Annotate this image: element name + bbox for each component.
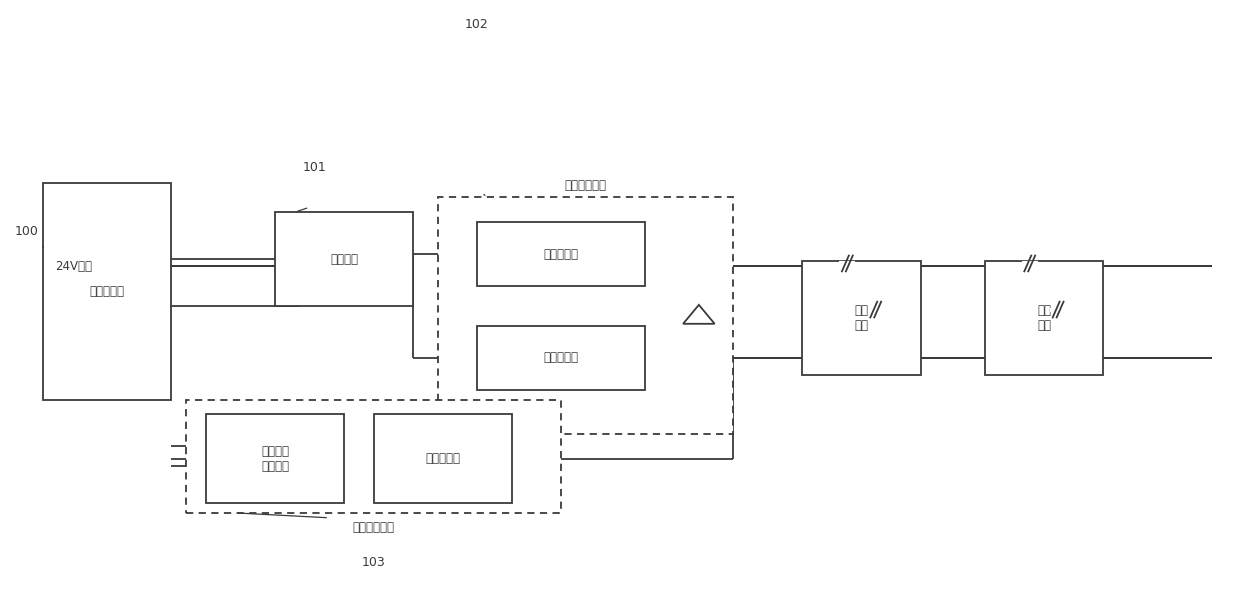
Text: 开关单元: 开关单元	[330, 252, 358, 265]
FancyBboxPatch shape	[477, 222, 645, 286]
FancyBboxPatch shape	[802, 261, 920, 375]
Text: 101: 101	[303, 161, 326, 174]
FancyBboxPatch shape	[186, 400, 560, 513]
Text: 输出调制单元: 输出调制单元	[564, 179, 606, 192]
FancyBboxPatch shape	[206, 414, 343, 503]
Text: 100: 100	[15, 225, 38, 238]
Text: 102: 102	[465, 18, 489, 31]
FancyBboxPatch shape	[985, 261, 1104, 375]
FancyBboxPatch shape	[477, 326, 645, 389]
Text: 主机控制器: 主机控制器	[89, 284, 125, 297]
FancyBboxPatch shape	[43, 183, 171, 400]
FancyBboxPatch shape	[373, 414, 512, 503]
Text: 从机
设备: 从机 设备	[854, 304, 868, 332]
Text: 从机
设备: 从机 设备	[1037, 304, 1052, 332]
Text: 103: 103	[362, 556, 386, 569]
Text: 低电压输出: 低电压输出	[543, 248, 578, 261]
FancyBboxPatch shape	[275, 212, 413, 306]
Text: 回码检测单元: 回码检测单元	[352, 521, 394, 534]
Text: 24V电源: 24V电源	[56, 260, 93, 273]
FancyBboxPatch shape	[438, 197, 733, 434]
Text: 放大器及
周边电路: 放大器及 周边电路	[260, 444, 289, 473]
Text: 高电压输出: 高电压输出	[543, 351, 578, 364]
Text: 电流互感器: 电流互感器	[425, 452, 460, 465]
